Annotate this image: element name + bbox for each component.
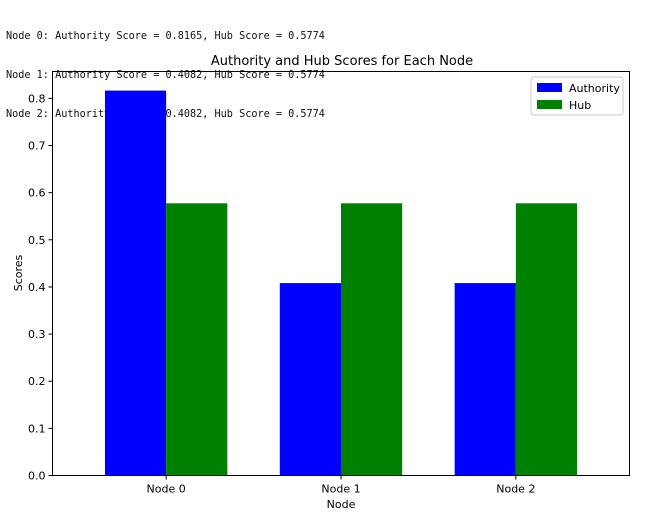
bar-hub-1 xyxy=(341,203,403,476)
x-axis: Node 0 Node 1 Node 2 xyxy=(147,475,535,496)
console-line: Node 1: Authority Score = 0.4082, Hub Sc… xyxy=(6,70,325,81)
y-axis-label: Scores xyxy=(12,254,25,291)
x-tick-label: Node 2 xyxy=(496,483,535,496)
bar-hub-0 xyxy=(166,203,228,476)
y-axis: 0.0 0.1 0.2 0.3 0.4 0.5 0.6 0.7 0.8 xyxy=(28,92,53,483)
bar-authority-0 xyxy=(104,90,167,476)
bars-group xyxy=(104,90,578,476)
y-tick-label: 0.4 xyxy=(28,281,46,294)
legend: Authority Hub xyxy=(530,76,624,116)
x-tick-label: Node 0 xyxy=(147,483,186,496)
x-tick-label: Node 1 xyxy=(321,483,360,496)
bar-hub-2 xyxy=(515,203,578,476)
x-axis-label: Node xyxy=(327,498,356,511)
chart-title: Authority and Hub Scores for Each Node xyxy=(211,54,473,69)
legend-label-authority: Authority xyxy=(569,82,620,95)
y-tick-label: 0.0 xyxy=(28,470,46,483)
legend-swatch-hub xyxy=(537,100,562,109)
y-tick-label: 0.6 xyxy=(28,187,46,200)
y-tick-label: 0.3 xyxy=(28,328,46,341)
y-tick-label: 0.5 xyxy=(28,234,46,247)
bar-authority-2 xyxy=(454,283,516,476)
y-tick-label: 0.1 xyxy=(28,422,46,435)
y-tick-label: 0.7 xyxy=(28,140,46,153)
console-output: Node 0: Authority Score = 0.8165, Hub Sc… xyxy=(6,4,325,134)
legend-swatch-authority xyxy=(537,83,562,92)
legend-label-hub: Hub xyxy=(569,99,591,112)
y-tick-label: 0.2 xyxy=(28,375,46,388)
bar-authority-1 xyxy=(279,283,341,476)
y-tick-label: 0.8 xyxy=(28,92,46,105)
console-line: Node 0: Authority Score = 0.8165, Hub Sc… xyxy=(6,31,325,42)
